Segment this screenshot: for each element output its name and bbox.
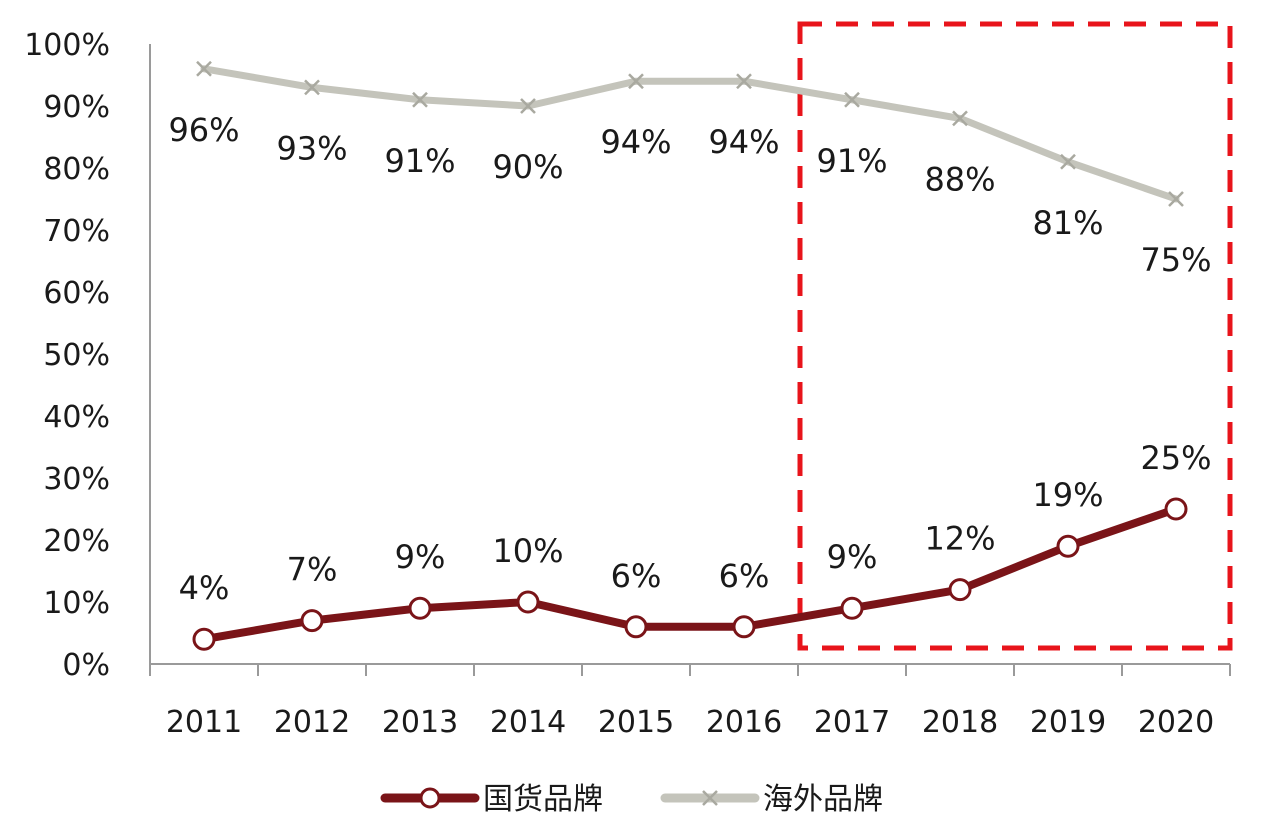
data-label-overseas: 90% xyxy=(492,148,563,186)
x-tick-label: 2016 xyxy=(706,705,782,740)
data-point-domestic xyxy=(408,596,432,620)
y-tick-label: 70% xyxy=(43,214,110,249)
x-tick-label: 2020 xyxy=(1138,705,1214,740)
data-point-overseas xyxy=(520,98,536,114)
y-tick-label: 90% xyxy=(43,90,110,125)
data-point-domestic xyxy=(516,590,540,614)
highlight-region xyxy=(797,21,1233,651)
data-label-domestic: 12% xyxy=(924,520,995,558)
data-point-overseas xyxy=(844,91,860,108)
highlight-dashed-box xyxy=(797,21,1233,651)
data-label-domestic: 6% xyxy=(611,557,662,595)
data-point-domestic xyxy=(624,615,648,639)
x-tick-label: 2017 xyxy=(814,705,890,740)
series-line-overseas xyxy=(200,65,1180,203)
y-tick-label: 40% xyxy=(43,400,110,435)
data-label-overseas: 93% xyxy=(276,129,347,167)
data-label-overseas: 94% xyxy=(708,123,779,161)
data-label-domestic: 25% xyxy=(1140,439,1211,477)
x-tick-label: 2018 xyxy=(922,705,998,740)
data-label-overseas: 91% xyxy=(816,142,887,180)
y-tick-label: 80% xyxy=(43,152,110,187)
data-point-overseas xyxy=(1168,191,1184,207)
axes xyxy=(149,44,1231,676)
data-label-overseas: 88% xyxy=(924,160,995,198)
y-axis-ticks: 0% 10% 20% 30% 40% 50% 60% 70% 80% 90% 100% xyxy=(24,28,110,683)
legend: 国货品牌 海外品牌 xyxy=(380,782,883,817)
data-point-domestic xyxy=(1056,534,1080,558)
x-tick-label: 2015 xyxy=(598,705,674,740)
data-point-overseas xyxy=(304,79,320,96)
data-point-overseas xyxy=(736,73,752,90)
data-label-overseas: 91% xyxy=(384,142,455,180)
data-label-overseas: 94% xyxy=(600,123,671,161)
x-tick-label: 2014 xyxy=(490,705,566,740)
data-point-overseas xyxy=(952,110,968,127)
data-label-domestic: 7% xyxy=(287,551,338,589)
data-label-overseas: 96% xyxy=(168,111,239,149)
y-tick-label: 60% xyxy=(43,276,110,311)
data-point-domestic xyxy=(948,578,972,602)
data-point-overseas xyxy=(628,73,644,90)
data-point-domestic xyxy=(732,615,756,639)
legend-marker-domestic xyxy=(419,787,441,809)
y-tick-label: 0% xyxy=(62,648,110,683)
y-tick-label: 10% xyxy=(43,586,110,621)
data-point-domestic xyxy=(840,596,864,620)
data-point-overseas xyxy=(1060,153,1076,170)
data-point-domestic xyxy=(300,609,324,633)
data-label-domestic: 9% xyxy=(827,538,878,576)
data-point-domestic xyxy=(192,627,216,651)
series-layer xyxy=(192,60,1188,651)
series-line-domestic xyxy=(200,505,1180,644)
y-tick-label: 50% xyxy=(43,338,110,373)
y-tick-label: 100% xyxy=(24,28,110,63)
data-label-overseas: 81% xyxy=(1032,204,1103,242)
x-tick-label: 2011 xyxy=(166,705,242,740)
x-axis-ticks: 2011 2012 2013 2014 2015 2016 2017 2018 2019 2020 xyxy=(166,705,1214,740)
data-label-domestic: 4% xyxy=(179,569,230,607)
x-tick-label: 2019 xyxy=(1030,705,1106,740)
legend-label-domestic: 国货品牌 xyxy=(483,782,603,817)
data-label-domestic: 6% xyxy=(719,557,770,595)
data-point-domestic xyxy=(1164,497,1188,521)
legend-label-overseas: 海外品牌 xyxy=(763,782,883,817)
data-point-overseas xyxy=(196,60,212,77)
data-label-domestic: 10% xyxy=(492,532,563,570)
x-tick-label: 2012 xyxy=(274,705,350,740)
data-labels: 4% 7% 9% 10% 6% 6% 9% 12% 19% 25% 96% 93% 91% 90% 94% 9… xyxy=(168,111,1211,607)
data-label-domestic: 19% xyxy=(1032,476,1103,514)
data-label-domestic: 9% xyxy=(395,538,446,576)
x-tick-label: 2013 xyxy=(382,705,458,740)
y-tick-label: 20% xyxy=(43,524,110,559)
y-tick-label: 30% xyxy=(43,462,110,497)
data-label-overseas: 75% xyxy=(1140,241,1211,279)
legend-marker-overseas xyxy=(702,790,718,806)
data-point-overseas xyxy=(412,91,428,108)
